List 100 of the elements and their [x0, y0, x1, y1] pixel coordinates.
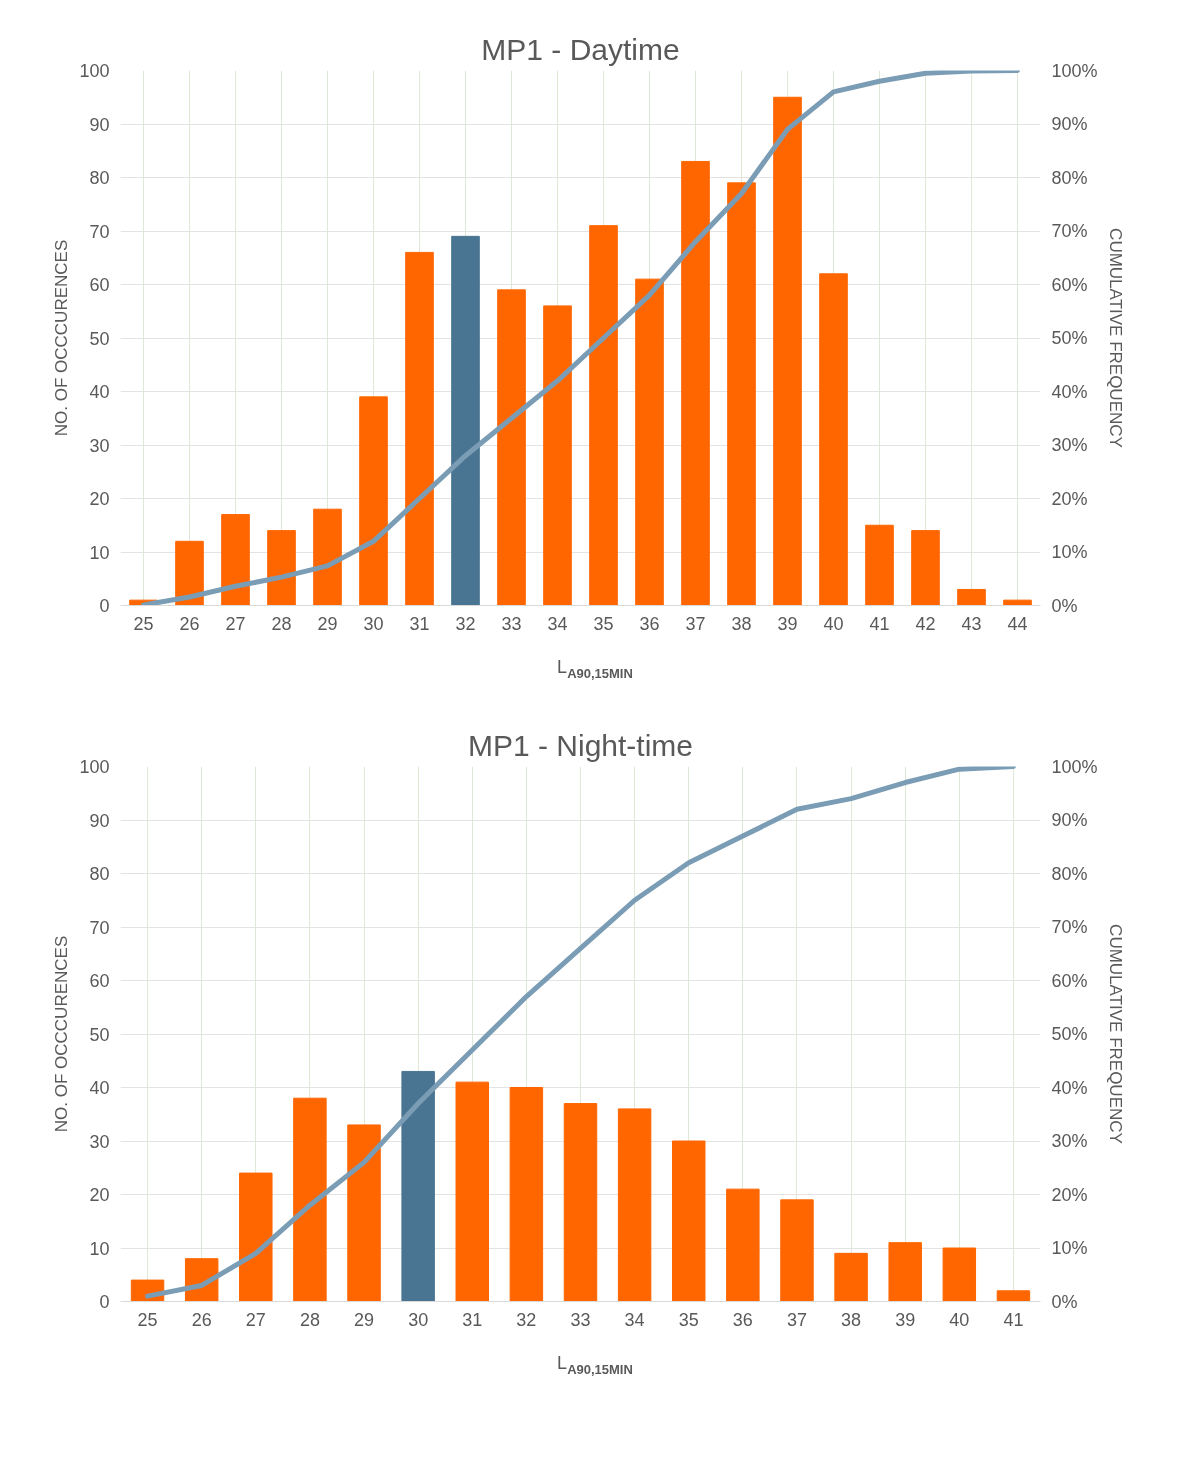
bar — [451, 235, 480, 606]
y2-tick-label: 10% — [1051, 1238, 1088, 1258]
y-tick-label: 80 — [89, 864, 110, 884]
y-axis-title: NO. OF OCCCURENCES — [52, 935, 72, 1133]
y2-tick-label: 30% — [1051, 435, 1088, 455]
bar — [681, 160, 710, 606]
y2-axis-title: CUMULATIVE FREQUENCY — [1105, 228, 1125, 448]
bar — [221, 514, 250, 606]
bar — [509, 1087, 544, 1302]
x-tick-label: 27 — [245, 1309, 266, 1330]
y2-tick-label: 20% — [1051, 488, 1088, 509]
bar — [497, 289, 526, 606]
x-tick-label: 41 — [869, 613, 890, 634]
x-axis-title: L$_{A90,15MIN}$ — [556, 1352, 634, 1379]
x-tick-label: 36 — [732, 1309, 753, 1330]
bar — [455, 1081, 489, 1302]
bar — [780, 1199, 814, 1302]
y2-tick-label: 90% — [1051, 810, 1088, 830]
y2-tick-label: 100% — [1051, 756, 1098, 777]
x-tick-label: 25 — [137, 1309, 158, 1330]
bar — [401, 1070, 435, 1302]
bar — [727, 182, 756, 606]
chart-title: MP1 - Night-time — [467, 728, 694, 762]
y-tick-label: 80 — [89, 168, 110, 188]
x-tick-label: 32 — [455, 613, 476, 634]
y-tick-label: 40 — [89, 1078, 110, 1098]
bar — [543, 305, 572, 606]
x-tick-label: 26 — [179, 613, 200, 634]
x-tick-label: 43 — [961, 613, 982, 634]
bar — [957, 588, 986, 606]
y2-tick-label: 0% — [1051, 595, 1078, 616]
bar — [996, 1290, 1031, 1302]
y-tick-label: 100 — [79, 61, 110, 81]
bar — [589, 225, 618, 606]
y2-tick-label: 70% — [1051, 917, 1088, 937]
x-tick-label: 35 — [593, 613, 614, 634]
y-tick-label: 10 — [89, 542, 110, 563]
bar — [819, 273, 848, 606]
y-tick-label: 60 — [89, 275, 110, 295]
y2-tick-label: 40% — [1051, 1077, 1088, 1098]
x-tick-label: 34 — [624, 1309, 645, 1330]
x-tick-label: 28 — [299, 1309, 320, 1330]
bar — [359, 396, 388, 606]
x-tick-label: 27 — [225, 613, 246, 634]
y2-tick-label: 30% — [1051, 1131, 1088, 1151]
x-tick-label: 26 — [191, 1309, 212, 1330]
bar — [239, 1172, 273, 1302]
bar — [834, 1252, 868, 1302]
x-tick-label: 29 — [354, 1309, 375, 1330]
x-axis-title: L$_{A90,15MIN}$ — [556, 656, 634, 683]
y-tick-label: 10 — [89, 1238, 110, 1259]
y-tick-label: 0 — [99, 596, 110, 616]
bar — [405, 251, 434, 606]
chart-title: MP1 - Daytime — [481, 32, 680, 66]
bar — [347, 1124, 381, 1302]
y-tick-label: 40 — [89, 382, 110, 402]
y2-tick-label: 20% — [1051, 1184, 1088, 1205]
y2-tick-label: 10% — [1051, 542, 1088, 562]
bar — [267, 530, 296, 606]
x-tick-label: 39 — [895, 1309, 916, 1330]
y2-tick-label: 0% — [1051, 1291, 1078, 1312]
x-tick-label: 33 — [570, 1309, 591, 1330]
x-tick-label: 44 — [1007, 613, 1028, 634]
bar — [563, 1103, 598, 1302]
bar — [726, 1188, 760, 1302]
bar — [888, 1242, 922, 1302]
y-tick-label: 20 — [89, 1185, 110, 1205]
y-tick-label: 90 — [89, 810, 110, 831]
y-tick-label: 50 — [89, 328, 110, 349]
y-tick-label: 100 — [79, 757, 110, 777]
x-tick-label: 39 — [777, 613, 798, 634]
bar — [773, 96, 802, 606]
y2-tick-label: 40% — [1051, 381, 1088, 402]
x-tick-label: 40 — [949, 1309, 970, 1330]
x-tick-label: 29 — [317, 613, 338, 634]
bar — [635, 278, 664, 606]
y2-tick-label: 80% — [1051, 167, 1088, 188]
x-tick-label: 30 — [363, 613, 384, 634]
y2-tick-label: 60% — [1051, 274, 1088, 295]
x-tick-label: 37 — [685, 613, 706, 634]
x-tick-label: 33 — [501, 613, 522, 634]
y-tick-label: 30 — [89, 435, 110, 456]
y2-tick-label: 100% — [1051, 60, 1098, 81]
x-tick-label: 30 — [408, 1309, 429, 1330]
x-tick-label: 37 — [786, 1309, 807, 1330]
y-tick-label: 60 — [89, 971, 110, 991]
x-tick-label: 41 — [1003, 1309, 1024, 1330]
x-tick-label: 31 — [409, 613, 430, 634]
bar — [672, 1140, 706, 1302]
bar — [175, 540, 204, 606]
y-axis-title: NO. OF OCCCURENCES — [52, 239, 72, 437]
x-tick-label: 28 — [271, 613, 292, 634]
y2-tick-label: 50% — [1051, 328, 1088, 348]
x-tick-label: 32 — [516, 1309, 537, 1330]
y2-tick-label: 70% — [1051, 221, 1088, 241]
bar — [313, 508, 342, 606]
x-tick-label: 40 — [823, 613, 844, 634]
bar — [617, 1108, 652, 1302]
y-tick-label: 0 — [99, 1292, 110, 1312]
y-tick-label: 70 — [89, 917, 110, 938]
